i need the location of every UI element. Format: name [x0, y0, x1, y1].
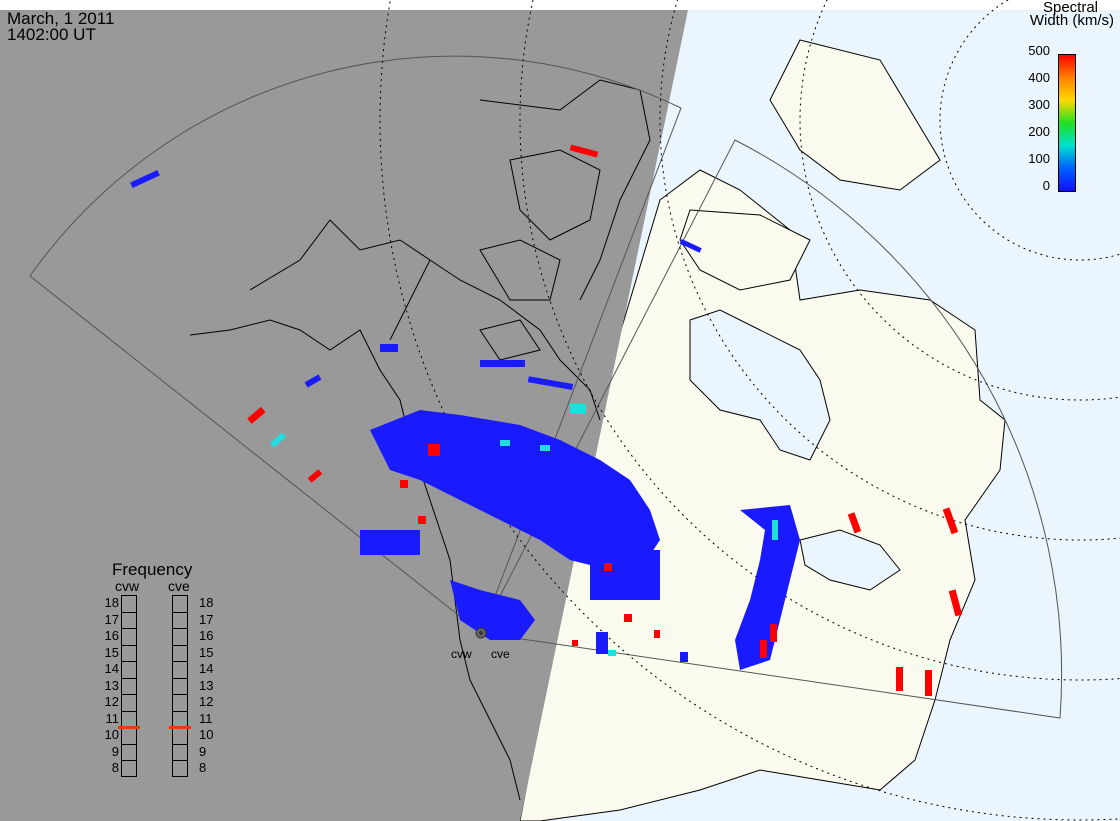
colorbar-gradient [1058, 54, 1076, 192]
frequency-scale-divider [121, 760, 137, 761]
frequency-scale-label: 14 [199, 661, 214, 676]
frequency-scale-label: 15 [199, 644, 214, 660]
frequency-scale-label: 12 [199, 694, 214, 709]
frequency-scale-divider [121, 677, 137, 679]
frequency-scale-label: 9 [111, 743, 119, 759]
frequency-scale-label: 10 [199, 727, 214, 742]
frequency-scale-label: 8 [199, 760, 207, 775]
frequency-scale-label: 10 [104, 727, 119, 742]
site-label-east: cve [491, 647, 510, 661]
frequency-scale-divider [121, 644, 137, 646]
radar-fov-east [480, 139, 1063, 719]
latitude-circles [379, 0, 1120, 821]
frequency-scale-label: 18 [104, 595, 119, 610]
radar-site-marker [475, 627, 487, 639]
frequency-scale-divider [172, 694, 188, 695]
colorbar-tick-label: 0 [1042, 178, 1050, 193]
frequency-scale-label: 12 [104, 694, 119, 709]
frequency-marker-cve [169, 726, 191, 729]
frequency-scale-cve [172, 595, 188, 777]
frequency-scale-divider [121, 611, 137, 613]
colorbar-tick-label: 200 [1028, 124, 1050, 139]
radar-fov [29, 55, 682, 634]
colorbar-title-line2: Width (km/s) [1029, 12, 1114, 29]
frequency-scale-cvw [121, 595, 137, 777]
radar-echoes [130, 144, 963, 696]
frequency-scale-label: 15 [104, 644, 119, 660]
frequency-scale-divider [121, 710, 137, 712]
day-land [519, 169, 1006, 821]
frequency-scale-divider [172, 661, 188, 662]
frequency-scale-label: 18 [199, 595, 214, 610]
frequency-scale-label: 11 [199, 710, 213, 726]
frequency-scale-label: 9 [199, 743, 207, 759]
colorbar-title-line1: Spectral [1042, 0, 1098, 16]
date-label: March, 1 2011 [7, 9, 115, 28]
frequency-scale-divider [172, 710, 188, 712]
frequency-scale-divider [121, 694, 137, 695]
colorbar-tick-label: 500 [1028, 43, 1050, 58]
great-lakes [799, 529, 901, 591]
frequency-scale-divider [121, 628, 137, 629]
colorbar-tick-label: 400 [1028, 70, 1050, 85]
frequency-scale-label: 8 [111, 760, 119, 775]
frequency-scale-divider [121, 743, 137, 745]
frequency-scale-label: 17 [199, 611, 214, 627]
frequency-scale-label: 13 [104, 677, 119, 693]
frequency-scale-divider [172, 743, 188, 745]
colorbar-tick-label: 300 [1028, 97, 1050, 112]
frequency-scale-label: 13 [199, 677, 214, 693]
frequency-scale-label: 17 [104, 611, 119, 627]
frequency-label-cve: cve [168, 578, 190, 594]
frequency-scale-label: 16 [104, 628, 119, 643]
time-label: 1402:00 UT [7, 25, 96, 44]
frequency-scale-divider [172, 677, 188, 679]
frequency-scale-divider [121, 661, 137, 662]
frequency-scale-divider [172, 628, 188, 629]
frequency-scale-divider [172, 611, 188, 613]
frequency-scale-label: 11 [105, 710, 120, 726]
hudson-bay [689, 309, 831, 461]
frequency-label-cvw: cvw [115, 578, 140, 594]
frequency-scale-label: 16 [199, 628, 214, 643]
frequency-marker-cvw [118, 726, 140, 729]
frequency-scale-divider [172, 760, 188, 761]
frequency-scale-label: 14 [104, 661, 119, 676]
frequency-title: Frequency [112, 560, 193, 579]
colorbar-tick-label: 100 [1028, 151, 1050, 166]
site-label-west: cvw [451, 647, 472, 661]
frequency-scale-divider [172, 644, 188, 646]
arctic-island-1 [769, 39, 941, 191]
